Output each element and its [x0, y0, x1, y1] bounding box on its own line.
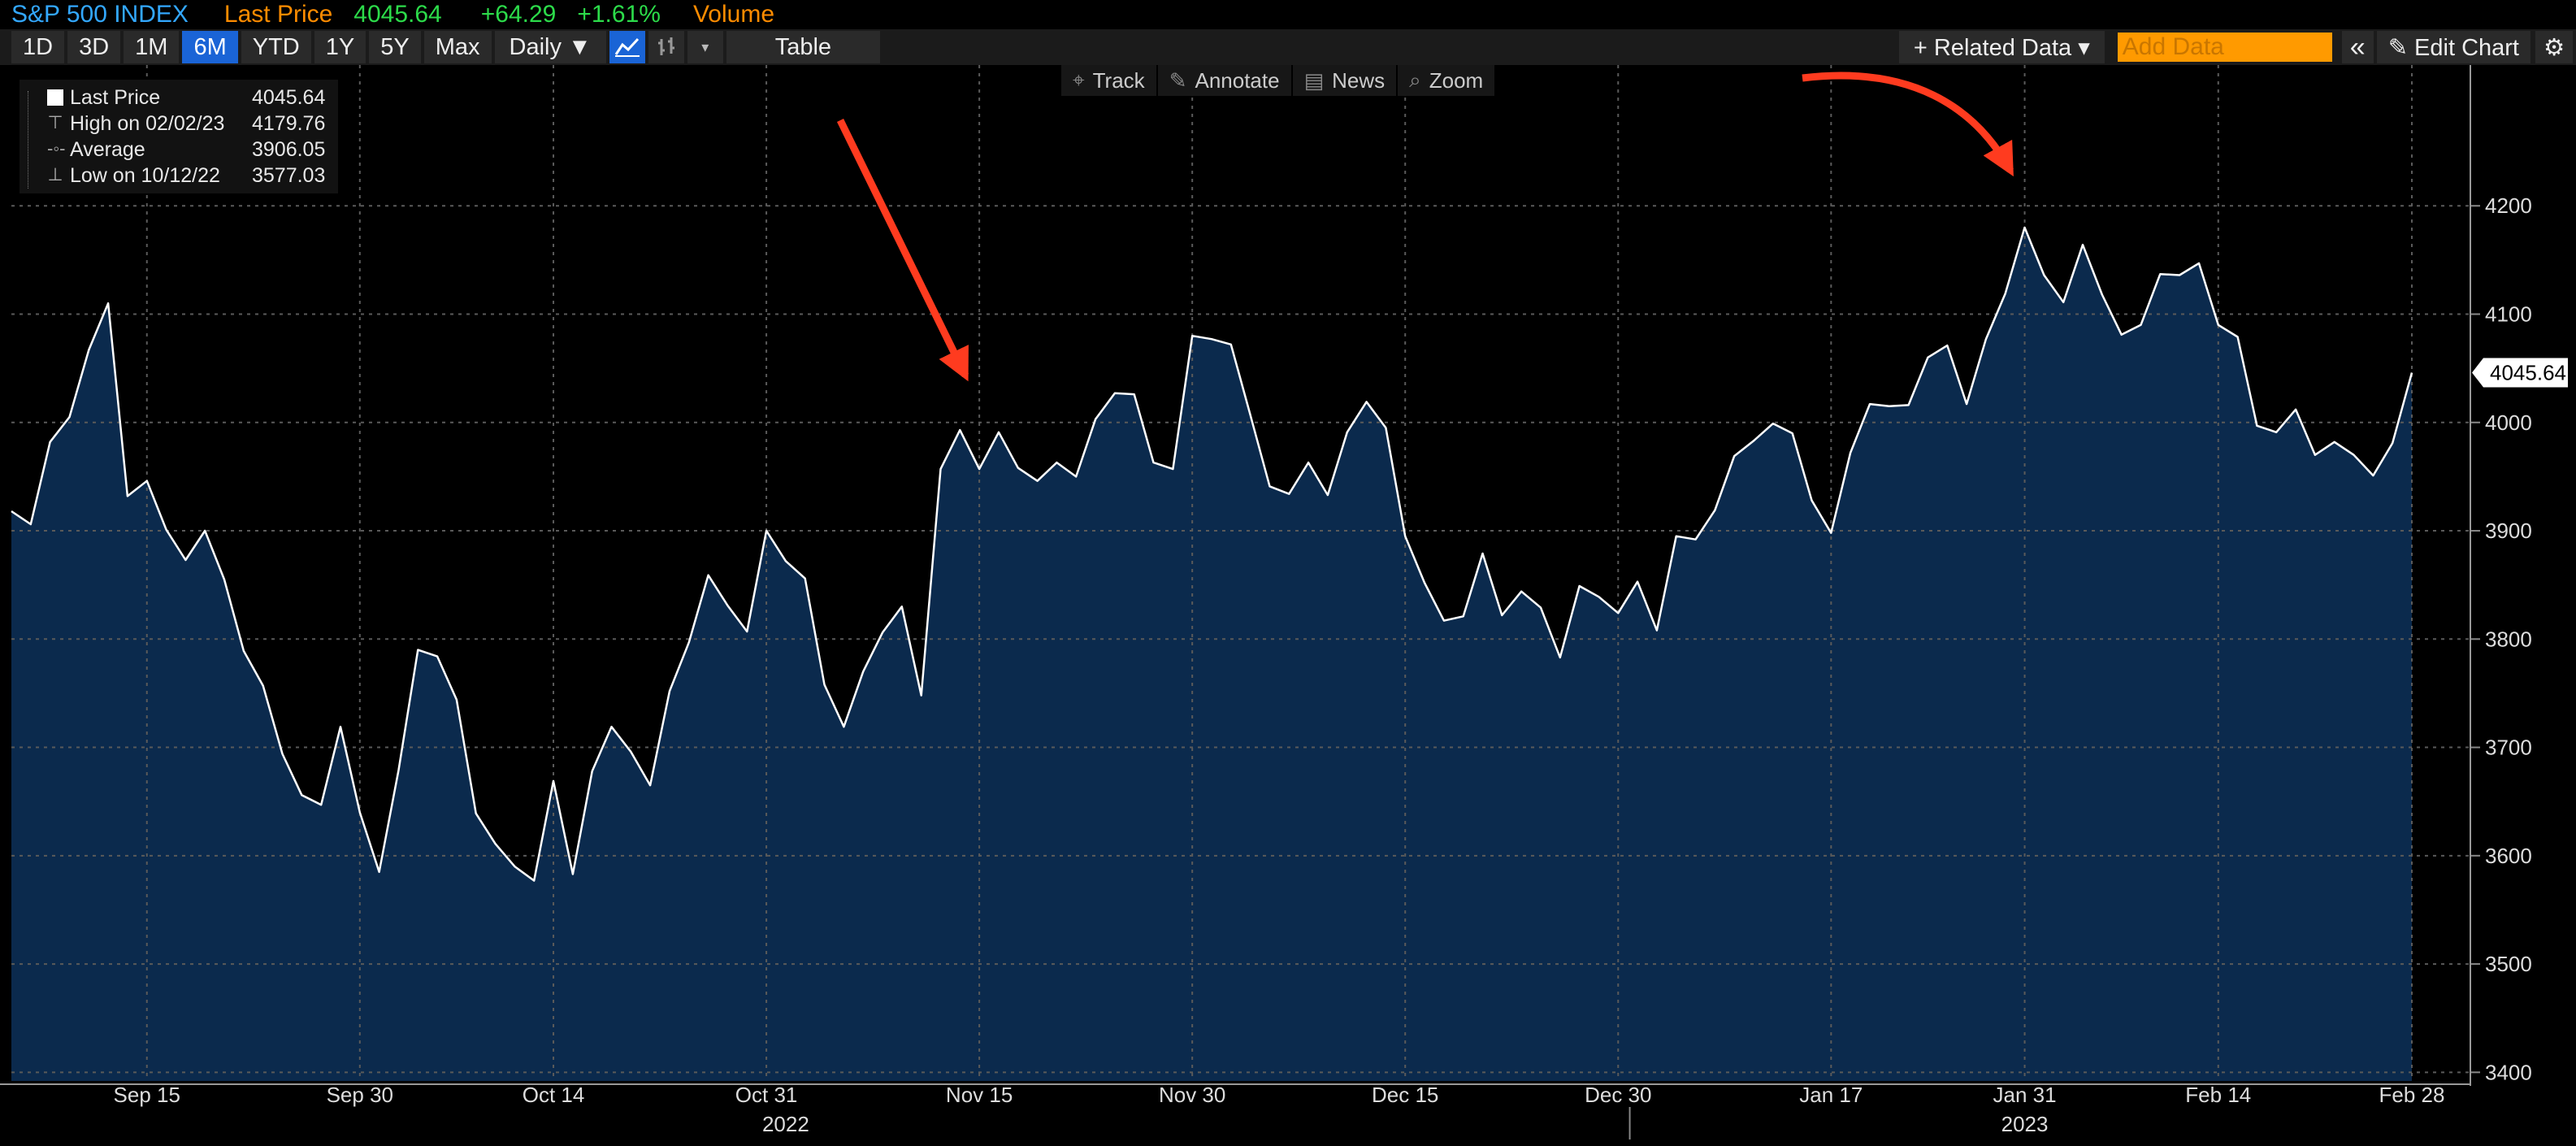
zoom-label: Zoom — [1429, 67, 1484, 93]
annotation-arrow-feb — [1802, 72, 2014, 177]
price-area — [11, 227, 2412, 1081]
y-tick-label: 3400 — [2485, 1060, 2532, 1084]
chevron-down-icon[interactable]: ▾ — [687, 31, 723, 63]
x-tick-label: Feb 14 — [2185, 1083, 2251, 1107]
y-tick-label: 4000 — [2485, 410, 2532, 435]
last-price-value: 4045.64 — [353, 1, 442, 28]
x-tick-label: Nov 30 — [1159, 1083, 1225, 1107]
x-tick-label: Nov 15 — [946, 1083, 1013, 1107]
x-tick-label: Jan 31 — [1993, 1083, 2057, 1107]
x-tick-label: Oct 14 — [523, 1083, 585, 1107]
x-tick-label: Sep 30 — [327, 1083, 393, 1107]
annotate-label: Annotate — [1195, 67, 1280, 93]
year-label: 2023 — [2001, 1112, 2049, 1136]
range-3d-button[interactable]: 3D — [67, 31, 121, 63]
collapse-icon[interactable]: « — [2341, 31, 2374, 63]
track-label: Track — [1092, 67, 1145, 93]
bar-chart-icon[interactable] — [648, 31, 684, 63]
pen-icon: ✎ — [1169, 67, 1187, 93]
last-price-tag — [2472, 358, 2568, 388]
legend-row-last[interactable]: Last Price 4045.64 — [20, 85, 338, 111]
y-tick-label: 4100 — [2485, 302, 2532, 327]
range-ytd-button[interactable]: YTD — [241, 31, 311, 63]
price-line — [11, 226, 2413, 882]
chart-tools-bar: ⌖ Track ✎ Annotate ▤ News ⌕ Zoom — [1061, 65, 1497, 96]
legend-row-low: ⊥ Low on 10/12/22 3577.03 — [20, 163, 338, 189]
chart-toolbar: 1D 3D 1M 6M YTD 1Y 5Y Max Daily ▼ ▾ Tabl… — [0, 29, 2576, 65]
volume-label[interactable]: Volume — [692, 1, 775, 28]
track-tool[interactable]: ⌖ Track — [1061, 65, 1158, 96]
price-chart[interactable]: 3400 3500 3600 3700 3800 3900 4000 4100 4200 Sep … — [0, 65, 2576, 1146]
y-tick-label: 3500 — [2485, 952, 2532, 976]
legend-value: 3577.03 — [252, 164, 326, 187]
zoom-tool[interactable]: ⌕ Zoom — [1398, 65, 1497, 96]
series-swatch-icon — [47, 89, 63, 106]
chart-legend: Last Price 4045.64 ⊤ High on 02/02/23 41… — [20, 80, 338, 193]
edit-chart-button[interactable]: ✎ Edit Chart — [2376, 31, 2530, 63]
news-label: News — [1332, 67, 1386, 93]
related-data-button[interactable]: + Related Data ▾ — [1898, 31, 2105, 63]
x-tick-label: Dec 30 — [1585, 1083, 1651, 1107]
y-tick-label: 4200 — [2485, 193, 2532, 218]
y-tick-label: 3600 — [2485, 844, 2532, 868]
average-marker-icon: -◦- — [47, 138, 66, 158]
range-5y-button[interactable]: 5Y — [369, 31, 421, 63]
x-tick-label: Sep 15 — [114, 1083, 180, 1107]
legend-tree-line — [28, 91, 40, 189]
y-tick-label: 3800 — [2485, 627, 2532, 651]
change-pct-value: +1.61% — [577, 1, 661, 28]
news-tool[interactable]: ▤ News — [1293, 65, 1399, 96]
last-price-tag-label: 4045.64 — [2490, 360, 2566, 384]
y-tick-label: 3900 — [2485, 519, 2532, 543]
field-label: Last Price — [223, 1, 333, 28]
add-data-input[interactable]: Add Data — [2117, 33, 2332, 62]
table-button[interactable]: Table — [726, 31, 881, 63]
range-1y-button[interactable]: 1Y — [314, 31, 366, 63]
y-tick-label: 3700 — [2485, 736, 2532, 760]
security-header: S&P 500 INDEX Last Price 4045.64 +64.29 … — [0, 0, 2576, 29]
legend-row-average: -◦- Average 3906.05 — [20, 137, 338, 163]
magnifier-icon: ⌕ — [1409, 67, 1421, 92]
legend-label: Average — [70, 138, 145, 161]
x-tick-label: Oct 31 — [735, 1083, 798, 1107]
range-1m-button[interactable]: 1M — [124, 31, 180, 63]
x-tick-label: Jan 17 — [1799, 1083, 1863, 1107]
frequency-dropdown[interactable]: Daily ▼ — [494, 31, 606, 63]
low-marker-icon: ⊥ — [47, 164, 63, 184]
year-label: 2022 — [762, 1112, 809, 1136]
annotate-tool[interactable]: ✎ Annotate — [1158, 65, 1293, 96]
ticker-label[interactable]: S&P 500 INDEX — [11, 1, 189, 28]
range-1d-button[interactable]: 1D — [11, 31, 65, 63]
range-max-button[interactable]: Max — [423, 31, 492, 63]
change-value: +64.29 — [480, 1, 557, 28]
x-tick-label: Feb 28 — [2379, 1083, 2445, 1107]
annotation-arrow-nov — [836, 119, 969, 382]
legend-value: 4179.76 — [252, 112, 326, 135]
legend-label: Last Price — [70, 86, 161, 109]
x-tick-label: Dec 15 — [1372, 1083, 1438, 1107]
legend-label: High on 02/02/23 — [70, 112, 225, 135]
line-chart-icon[interactable] — [609, 31, 645, 63]
legend-value: 4045.64 — [252, 86, 326, 109]
crosshair-icon: ⌖ — [1073, 67, 1085, 92]
legend-row-high: ⊤ High on 02/02/23 4179.76 — [20, 111, 338, 137]
gear-icon[interactable]: ⚙ — [2535, 31, 2573, 63]
legend-value: 3906.05 — [252, 138, 326, 161]
high-marker-icon: ⊤ — [47, 112, 63, 132]
news-icon: ▤ — [1303, 67, 1325, 93]
legend-label: Low on 10/12/22 — [70, 164, 220, 187]
range-6m-button[interactable]: 6M — [182, 31, 238, 63]
